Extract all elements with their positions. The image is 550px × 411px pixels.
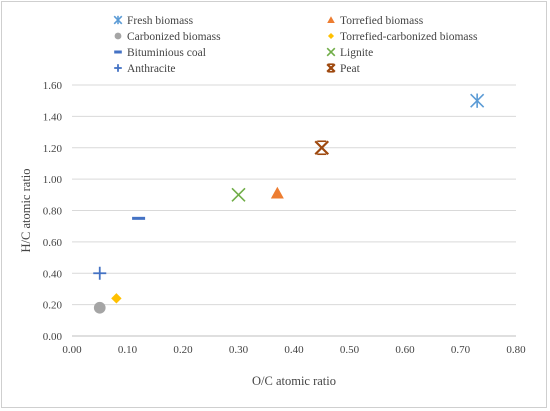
legend-item-peat: Peat — [326, 63, 361, 75]
legend-label: Bituminious coal — [127, 47, 206, 59]
y-tick-label: 1.60 — [43, 80, 63, 92]
x-axis-title: O/C atomic ratio — [252, 374, 336, 388]
x-tick-label: 0.00 — [62, 344, 82, 356]
data-point-fresh-biomass — [470, 93, 485, 108]
x-tick-label: 0.10 — [118, 344, 138, 356]
legend-marker — [114, 32, 122, 40]
legend-item-fresh-biomass: Fresh biomass — [113, 15, 194, 27]
y-tick-labels: 0.00 0.20 0.40 0.60 0.80 1.00 1.20 1.40 1.60 — [43, 80, 63, 343]
data-point-torrefied-carbonized-biomass — [111, 293, 122, 304]
y-tick-label: 1.40 — [43, 111, 63, 123]
data-point-peat — [314, 140, 330, 156]
x-tick-label: 0.60 — [395, 344, 415, 356]
data-point-torrefied-biomass — [270, 186, 284, 199]
legend-marker — [114, 64, 122, 72]
x-tick-label: 0.80 — [506, 344, 526, 356]
data-point-lignite — [231, 187, 246, 202]
data-point-anthracite — [93, 266, 107, 280]
legend-label: Torrefied-carbonized biomass — [340, 31, 478, 43]
legend-item-torrefied-carbonized-biomass: Torrefied-carbonized biomass — [327, 31, 478, 43]
x-tick-labels: 0.00 0.10 0.20 0.30 0.40 0.50 0.60 0.70 0.80 — [62, 344, 526, 356]
legend-label: Carbonized biomass — [127, 31, 221, 43]
x-tick-label: 0.40 — [284, 344, 304, 356]
y-axis-title: H/C atomic ratio — [19, 168, 33, 252]
x-tick-label: 0.20 — [173, 344, 193, 356]
legend-marker — [326, 63, 336, 73]
legend-label: Fresh biomass — [127, 15, 194, 27]
legend-marker — [327, 32, 335, 40]
legend-marker — [327, 16, 335, 24]
gridlines — [72, 84, 516, 337]
data-points — [93, 93, 485, 314]
data-point-carbonized-biomass — [93, 301, 106, 314]
legend-label: Torrefied biomass — [340, 15, 424, 27]
legend: Fresh biomass Torrefied biomass Carbonized… — [113, 15, 478, 75]
legend-label: Anthracite — [127, 63, 176, 75]
x-tick-label: 0.30 — [229, 344, 249, 356]
data-point-bituminious-coal — [132, 216, 146, 220]
legend-marker — [326, 47, 336, 57]
x-tick-label: 0.70 — [451, 344, 471, 356]
x-tick-label: 0.50 — [340, 344, 360, 356]
y-tick-label: 0.80 — [43, 206, 63, 218]
legend-item-carbonized-biomass: Carbonized biomass — [114, 31, 221, 43]
legend-item-bituminious-coal: Bituminious coal — [114, 47, 206, 59]
legend-marker — [114, 50, 122, 54]
y-tick-label: 1.20 — [43, 143, 63, 155]
legend-label: Peat — [340, 63, 361, 75]
legend-item-lignite: Lignite — [326, 47, 373, 59]
legend-item-torrefied-biomass: Torrefied biomass — [327, 15, 424, 27]
y-tick-label: 1.00 — [43, 174, 63, 186]
legend-item-anthracite: Anthracite — [114, 63, 176, 75]
y-tick-label: 0.60 — [43, 237, 63, 249]
y-tick-label: 0.00 — [43, 331, 63, 343]
y-tick-label: 0.40 — [43, 268, 63, 280]
legend-marker — [113, 15, 123, 25]
legend-label: Lignite — [340, 47, 373, 59]
y-tick-label: 0.20 — [43, 300, 63, 312]
